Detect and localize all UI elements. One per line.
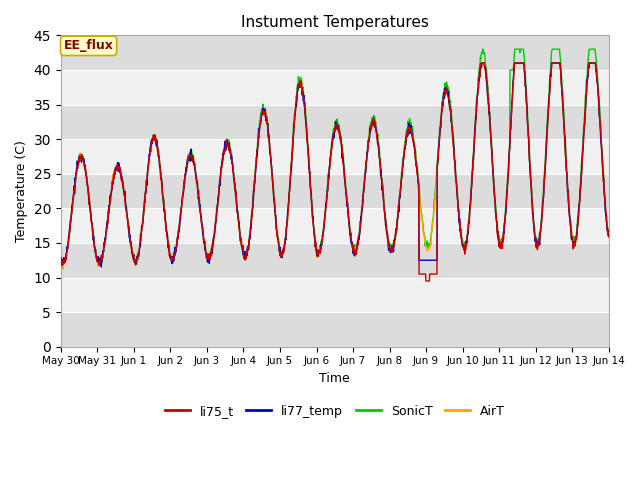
Text: EE_flux: EE_flux (63, 39, 113, 52)
AirT (57, 258, 65, 264)
li75_t (492, 212, 500, 217)
AirT (605, 235, 612, 240)
SonicT (241, 253, 248, 259)
Bar (61, 174, 609, 208)
li77_temp (478, 60, 486, 66)
SonicT (420, 231, 428, 237)
AirT (540, 180, 548, 186)
SonicT (540, 173, 548, 179)
Bar (61, 105, 609, 139)
li75_t (422, 278, 430, 284)
Line: li77_temp: li77_temp (61, 63, 609, 267)
X-axis label: Time: Time (319, 372, 350, 385)
li77_temp (241, 249, 248, 254)
Bar (61, 243, 609, 277)
AirT (420, 231, 428, 237)
SonicT (479, 46, 486, 52)
li75_t (166, 253, 173, 259)
li75_t (540, 176, 548, 182)
Bar (61, 208, 609, 243)
SonicT (59, 264, 67, 270)
li77_temp (492, 210, 500, 216)
Bar (61, 36, 609, 70)
AirT (166, 251, 173, 256)
Legend: li75_t, li77_temp, SonicT, AirT: li75_t, li77_temp, SonicT, AirT (160, 400, 510, 423)
Y-axis label: Temperature (C): Temperature (C) (15, 140, 28, 242)
li77_temp (179, 192, 187, 198)
SonicT (492, 207, 500, 213)
li75_t (57, 257, 65, 263)
SonicT (166, 249, 173, 254)
AirT (492, 212, 500, 218)
li77_temp (97, 264, 105, 270)
Bar (61, 312, 609, 347)
li77_temp (420, 257, 428, 263)
Title: Instument Temperatures: Instument Temperatures (241, 15, 429, 30)
Bar (61, 139, 609, 174)
li75_t (420, 271, 428, 277)
li75_t (240, 254, 248, 260)
AirT (59, 266, 67, 272)
SonicT (57, 260, 65, 265)
AirT (241, 250, 248, 255)
Bar (61, 277, 609, 312)
SonicT (179, 191, 187, 197)
AirT (477, 60, 485, 66)
li77_temp (605, 234, 612, 240)
li77_temp (166, 253, 173, 259)
Line: SonicT: SonicT (61, 49, 609, 267)
SonicT (605, 228, 612, 234)
AirT (179, 192, 187, 198)
li75_t (605, 234, 612, 240)
Line: AirT: AirT (61, 63, 609, 269)
Line: li75_t: li75_t (61, 63, 609, 281)
li75_t (179, 193, 186, 199)
li75_t (477, 60, 485, 66)
Bar (61, 70, 609, 105)
li77_temp (57, 254, 65, 260)
li77_temp (540, 178, 548, 183)
